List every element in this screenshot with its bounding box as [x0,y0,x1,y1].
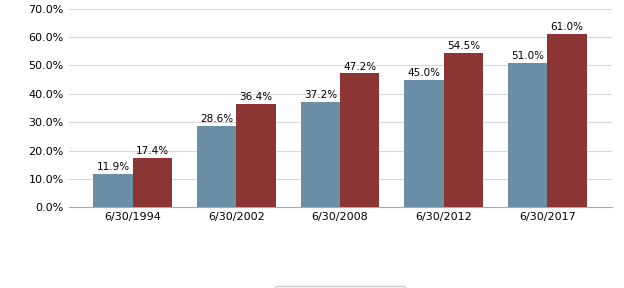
Text: 28.6%: 28.6% [200,114,233,124]
Text: 54.5%: 54.5% [447,41,480,51]
Bar [301,102,340,207]
Text: 37.2%: 37.2% [304,90,337,100]
Bar [94,174,133,207]
Bar [133,158,172,207]
Bar [547,34,587,207]
Legend: Top 10, Top 20: Top 10, Top 20 [275,286,405,288]
Text: 51.0%: 51.0% [511,51,544,61]
Text: 45.0%: 45.0% [407,68,441,78]
Bar [236,104,276,207]
Text: 11.9%: 11.9% [97,162,130,172]
Bar [340,73,379,207]
Text: 61.0%: 61.0% [550,22,583,33]
Bar [197,126,236,207]
Text: 47.2%: 47.2% [343,62,376,72]
Bar [508,62,547,207]
Bar [444,53,483,207]
Text: 17.4%: 17.4% [136,146,169,156]
Bar [404,79,444,207]
Text: 36.4%: 36.4% [240,92,273,102]
